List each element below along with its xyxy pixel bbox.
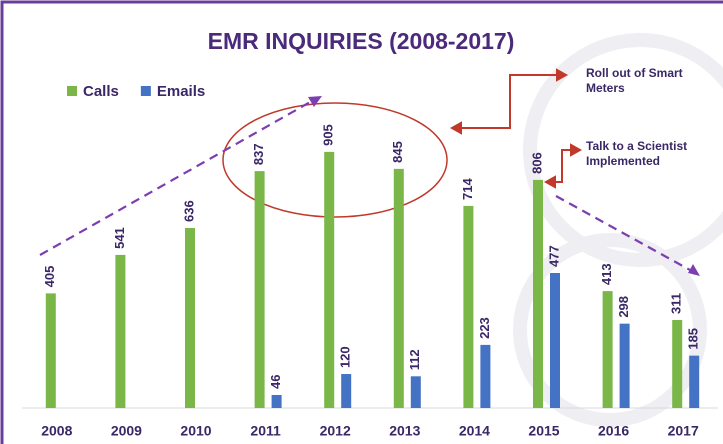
bar bbox=[463, 205, 474, 408]
annotation-arrows bbox=[449, 68, 583, 189]
chart-title: EMR INQUIRIES (2008-2017) bbox=[208, 28, 515, 54]
x-tick-label: 2015 bbox=[528, 423, 559, 439]
bar bbox=[341, 374, 352, 408]
bar bbox=[672, 319, 683, 408]
value-label: 905 bbox=[321, 124, 336, 146]
x-tick-label: 2016 bbox=[598, 423, 629, 439]
watermark bbox=[513, 33, 723, 427]
value-label: 413 bbox=[599, 263, 614, 285]
annotation-text: Talk to a Scientist Implemented bbox=[586, 139, 688, 168]
bar bbox=[533, 179, 543, 408]
value-label: 46 bbox=[268, 375, 283, 389]
bar bbox=[324, 151, 335, 408]
annotation-text: Roll out of Smart Meters bbox=[586, 66, 683, 95]
bar bbox=[689, 355, 700, 408]
bar bbox=[393, 168, 404, 408]
bar bbox=[45, 293, 56, 408]
value-label: 636 bbox=[181, 200, 196, 222]
x-tick-label: 2014 bbox=[459, 423, 490, 439]
value-label: 120 bbox=[338, 346, 353, 368]
highlight-ellipse bbox=[222, 102, 448, 218]
bar bbox=[410, 376, 421, 408]
bar bbox=[185, 228, 195, 408]
value-label: 806 bbox=[529, 152, 544, 174]
bar bbox=[254, 171, 265, 408]
trend-arrows bbox=[39, 100, 691, 271]
value-label: 541 bbox=[112, 227, 127, 249]
legend-label: Calls bbox=[83, 83, 119, 100]
value-label: 311 bbox=[669, 293, 684, 314]
legend-swatch bbox=[67, 86, 77, 96]
legend-label: Emails bbox=[157, 83, 205, 100]
legend-swatch bbox=[140, 86, 151, 96]
value-label: 845 bbox=[390, 141, 405, 163]
annotation: Roll out of Smart Meters bbox=[586, 66, 683, 95]
value-label: 477 bbox=[546, 245, 561, 267]
value-label: 714 bbox=[460, 177, 475, 199]
value-label: 185 bbox=[686, 328, 701, 350]
bar bbox=[619, 323, 630, 408]
annotation: Talk to a Scientist Implemented bbox=[586, 139, 688, 168]
value-label: 298 bbox=[616, 296, 631, 318]
x-tick-label: 2009 bbox=[111, 423, 142, 439]
bar bbox=[115, 254, 126, 408]
value-label: 837 bbox=[251, 143, 266, 165]
x-tick-label: 2013 bbox=[389, 423, 420, 439]
x-tick-label: 2017 bbox=[668, 423, 699, 439]
value-label: 223 bbox=[477, 317, 492, 339]
x-tick-label: 2012 bbox=[320, 423, 351, 439]
x-tick-label: 2008 bbox=[41, 423, 72, 439]
bar bbox=[271, 394, 282, 408]
x-tick-label: 2011 bbox=[250, 423, 281, 439]
bar bbox=[550, 273, 560, 408]
x-tick-label: 2010 bbox=[180, 423, 211, 439]
value-label: 112 bbox=[407, 349, 422, 370]
value-label: 405 bbox=[42, 266, 57, 288]
bar bbox=[602, 291, 613, 408]
bar bbox=[480, 344, 491, 408]
